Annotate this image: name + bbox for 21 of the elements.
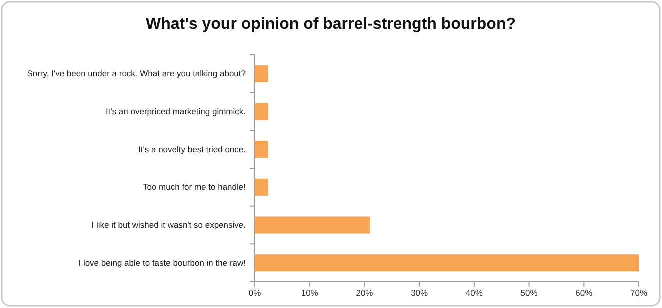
bar — [255, 254, 639, 272]
x-tick-label: 20% — [356, 288, 374, 298]
y-tick-label: Too much for me to handle! — [142, 182, 246, 192]
bar — [255, 65, 268, 82]
x-tick-label: 0% — [248, 288, 262, 298]
y-tick-label: It's a novelty best tried once. — [138, 144, 246, 154]
bar — [255, 103, 268, 120]
bar — [255, 178, 268, 196]
y-tick-label: I like it but wished it wasn't so expensive. — [92, 220, 246, 230]
bar — [255, 216, 370, 234]
y-tick-label: It's an overpriced marketing gimmick. — [106, 106, 246, 116]
x-tick-label: 40% — [466, 288, 484, 298]
x-tick-label: 70% — [630, 288, 648, 298]
y-tick-label: I love being able to taste bourbon in the raw! — [78, 258, 246, 268]
x-tick-label: 10% — [301, 288, 319, 298]
y-tick-label: Sorry, I've been under a rock. What are you talking about? — [27, 68, 246, 79]
x-tick-label: 50% — [520, 288, 538, 298]
x-tick-label: 30% — [411, 288, 429, 298]
chart-title: What's your opinion of barrel-strength bourbon? — [146, 16, 516, 33]
x-tick-label: 60% — [576, 288, 594, 298]
bar — [255, 141, 268, 158]
